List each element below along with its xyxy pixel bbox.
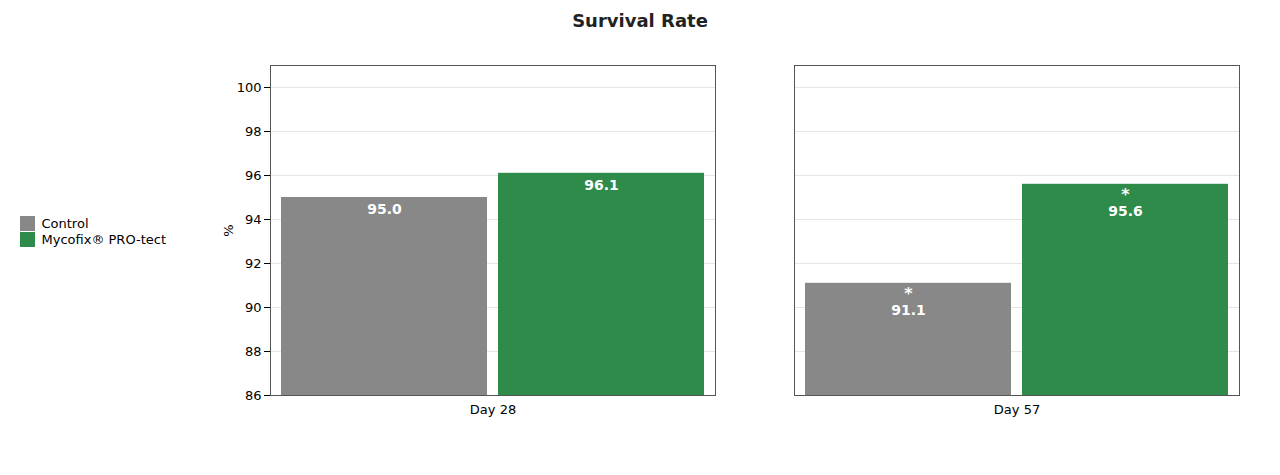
svg-text:%: % xyxy=(221,224,236,236)
svg-text:88: 88 xyxy=(245,344,262,359)
svg-text:95.6: 95.6 xyxy=(1108,203,1143,219)
svg-text:86: 86 xyxy=(245,388,262,403)
svg-text:Day 57: Day 57 xyxy=(994,402,1040,417)
html-text:Mycofix® PRO-tect: Mycofix® PRO-tect xyxy=(41,231,166,247)
html-text:Survival Rate: Survival Rate xyxy=(572,10,708,31)
svg-text:90: 90 xyxy=(245,300,262,315)
html-text:Control: Control xyxy=(41,215,89,231)
svg-text:Day 28: Day 28 xyxy=(470,402,516,417)
svg-text:96: 96 xyxy=(245,168,262,183)
svg-text:*: * xyxy=(1121,185,1130,204)
svg-text:98: 98 xyxy=(245,124,262,139)
svg-text:92: 92 xyxy=(245,256,262,271)
svg-text:95.0: 95.0 xyxy=(367,201,402,217)
svg-text:91.1: 91.1 xyxy=(891,302,926,318)
svg-text:94: 94 xyxy=(245,212,262,227)
svg-text:100: 100 xyxy=(237,80,262,95)
svg-text:96.1: 96.1 xyxy=(584,177,619,193)
svg-text:*: * xyxy=(904,284,913,303)
